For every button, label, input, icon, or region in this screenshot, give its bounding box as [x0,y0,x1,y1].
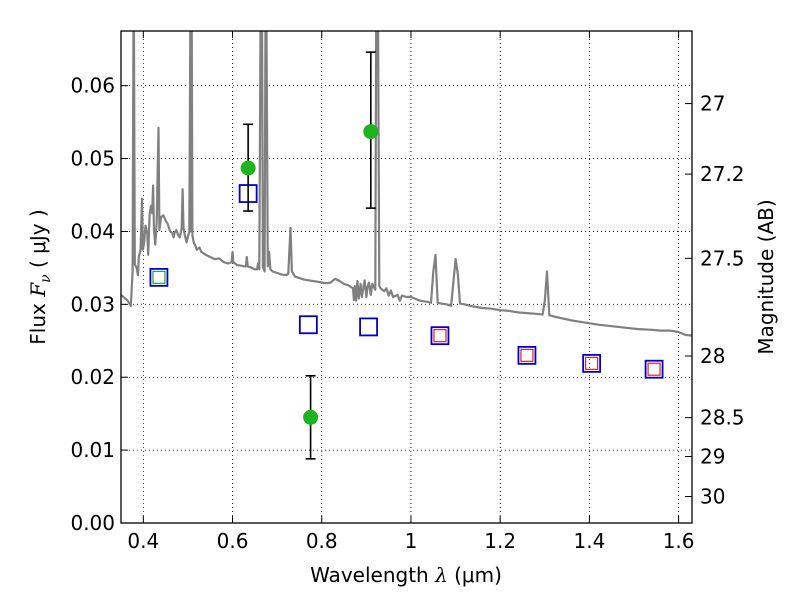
model-photometry-inner-square [585,356,599,370]
right-tick-label: 28 [700,344,725,368]
y-tick-label: 0.06 [70,74,115,98]
right-tick-label: 29 [700,445,725,469]
model-photometry-inner-square [433,329,447,343]
model-photometry-inner-square [520,348,534,362]
model-photometry-square [149,267,169,287]
y-tick-label: 0.03 [70,292,115,316]
plot-frame [120,30,693,524]
observed-point [303,409,319,425]
model-spectrum-line [121,31,692,337]
x-axis: 0.4 0.6 0.8 1 1.2 1.4 1.6 [127,31,695,553]
right-tick-label: 27 [700,92,725,116]
right-tick-label: 28.5 [700,406,745,430]
y-tick-label: 0.04 [70,219,115,243]
y-axis-title: Flux Fν ( μJy ) [26,209,54,344]
observed-point [240,160,256,176]
x-tick-label: 1 [405,529,418,553]
x-axis-title: Wavelength λ (μm) [310,563,502,587]
model-photometry-inner-square [152,270,166,284]
y-axis: 0.00 0.01 0.02 0.03 0.04 0.05 0.06 [70,74,128,535]
model-photometry-square [644,359,664,379]
right-axis: 27 27.2 27.5 28 28.5 29 30 [685,92,745,509]
y-tick-label: 0.01 [70,438,115,462]
model-photometry-square [517,345,537,365]
model-photometry-inner-square [647,362,661,376]
grid [121,31,692,524]
x-tick-label: 1.2 [484,529,516,553]
right-axis-title: Magnitude (AB) [754,199,778,354]
right-tick-label: 30 [700,485,725,509]
x-tick-label: 1.4 [573,529,605,553]
right-tick-label: 27.2 [700,162,745,186]
right-tick-label: 27.5 [700,246,745,270]
y-tick-label: 0.00 [70,511,115,535]
model-photometry-square [430,326,450,346]
x-tick-label: 0.4 [127,529,159,553]
model-photometry-square [298,315,318,335]
model-photometry-square [359,317,378,337]
x-tick-label: 0.8 [306,529,338,553]
model-photometry-square [582,353,602,373]
x-tick-label: 1.6 [663,529,695,553]
observed-point [363,124,379,140]
x-tick-label: 0.6 [217,529,249,553]
y-tick-label: 0.02 [70,365,115,389]
y-tick-label: 0.05 [70,147,115,171]
observed-photometry-points [240,51,379,460]
model-photometry-markers [149,184,664,379]
